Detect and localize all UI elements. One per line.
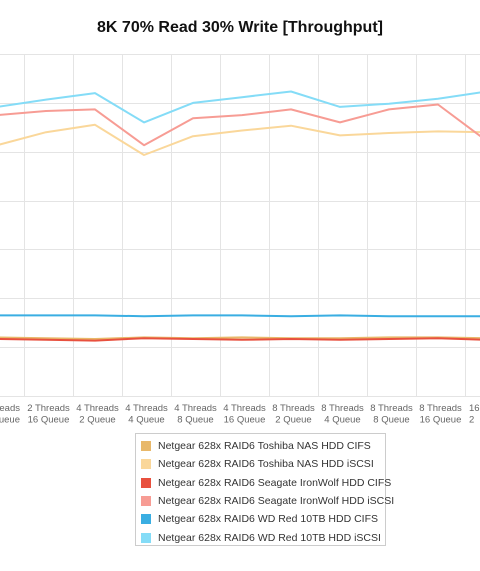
legend-item[interactable]: Netgear 628x RAID6 Seagate IronWolf HDD …	[141, 474, 391, 492]
series-lines	[0, 90, 480, 342]
series-line	[0, 314, 480, 318]
legend-label: Netgear 628x RAID6 WD Red 10TB HDD CIFS	[158, 513, 378, 526]
x-tick-label: 16 2	[469, 403, 480, 426]
legend-swatch	[141, 477, 151, 488]
legend-item[interactable]: Netgear 628x RAID6 Toshiba NAS HDD CIFS	[141, 437, 385, 455]
x-tick-label: 4 Threads 2 Queue	[76, 403, 119, 426]
series-line	[0, 103, 480, 147]
legend-label: Netgear 628x RAID6 Seagate IronWolf HDD …	[158, 495, 395, 508]
x-tick-label: hreadsueue	[0, 403, 20, 426]
legend-item[interactable]: Netgear 628x RAID6 WD Red 10TB HDD CIFS	[141, 510, 385, 528]
x-tick-label: 8 Threads 2 Queue	[272, 403, 315, 426]
legend-swatch	[141, 496, 151, 507]
legend-item[interactable]: Netgear 628x RAID6 Toshiba NAS HDD iSCSI	[141, 455, 385, 473]
series-line	[0, 123, 480, 156]
x-tick-label: 8 Threads 16 Queue	[419, 403, 462, 426]
series-line	[0, 337, 480, 342]
legend-item[interactable]: Netgear 628x RAID6 Seagate IronWolf HDD …	[141, 492, 394, 510]
x-tick-label: 4 Threads 4 Queue	[125, 403, 168, 426]
x-tick-label: 4 Threads 8 Queue	[174, 403, 217, 426]
x-tick-label: 2 Threads 16 Queue	[27, 403, 70, 426]
legend-item[interactable]: Netgear 628x RAID6 WD Red 10TB HDD iSCSI	[141, 528, 385, 546]
legend-label: Netgear 628x RAID6 Toshiba NAS HDD iSCSI	[158, 458, 374, 471]
legend-swatch	[141, 532, 151, 543]
legend: Netgear 628x RAID6 Toshiba NAS HDD CIFS N…	[135, 433, 394, 546]
x-tick-label: 8 Threads 4 Queue	[321, 403, 364, 426]
legend-swatch	[141, 514, 151, 525]
horizontal-gridlines	[0, 54, 480, 397]
legend-label: Netgear 628x RAID6 Toshiba NAS HDD CIFS	[158, 440, 371, 453]
legend-label: Netgear 628x RAID6 WD Red 10TB HDD iSCSI	[158, 531, 381, 544]
vertical-gridlines	[24, 54, 466, 396]
chart-title: 8K 70% Read 30% Write [Throughput]	[97, 19, 383, 36]
series-line	[0, 90, 480, 124]
legend-swatch	[141, 459, 151, 470]
legend-label: Netgear 628x RAID6 Seagate IronWolf HDD …	[158, 476, 392, 489]
x-tick-label: 4 Threads 16 Queue	[223, 403, 266, 426]
x-tick-label: 8 Threads 8 Queue	[370, 403, 413, 426]
legend-swatch	[141, 441, 151, 452]
